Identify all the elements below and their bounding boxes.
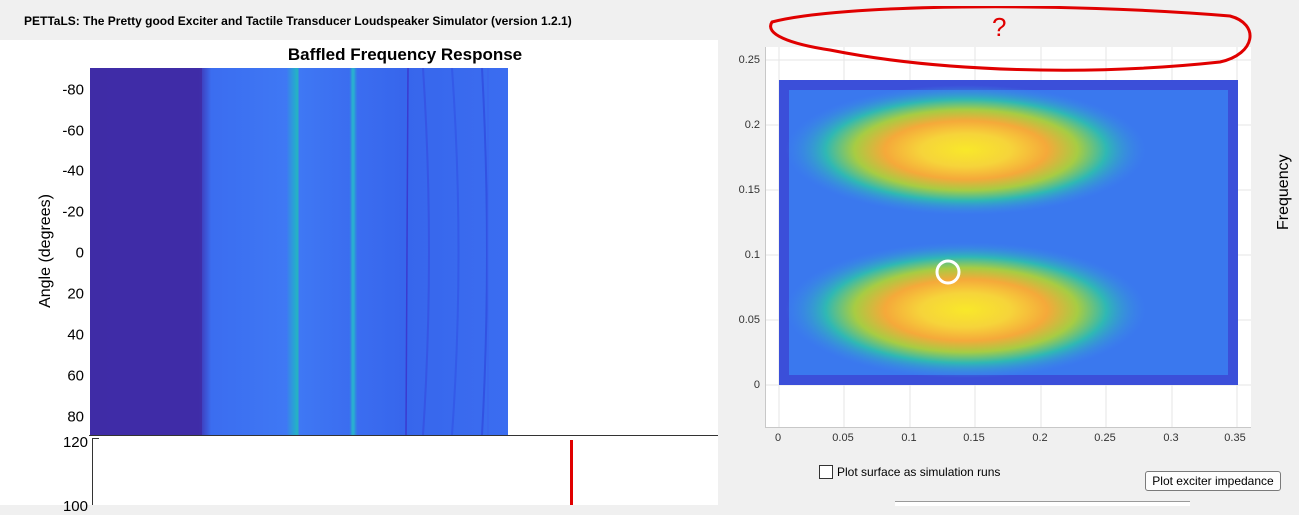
right-x-tick: 0.05 (832, 432, 854, 444)
y-tick: -20 (62, 203, 84, 221)
right-x-tick: 0.25 (1094, 432, 1116, 444)
plot2-tick-mark (92, 438, 99, 439)
right-y-tick: 0.15 (738, 184, 760, 196)
y-tick: 40 (67, 326, 84, 344)
heatmap-svg (90, 68, 508, 435)
bottom-control-edge (895, 501, 1190, 506)
right-x-tick: 0.15 (963, 432, 985, 444)
question-mark: ? (992, 12, 1006, 42)
right-y-tick: 0.2 (744, 119, 760, 131)
plot2-y-tick: 120 (62, 434, 88, 451)
exciter-position-plot[interactable] (765, 47, 1251, 428)
plot-surface-checkbox-label: Plot surface as simulation runs (837, 465, 1001, 479)
surface-svg (766, 47, 1251, 427)
plot-surface-checkbox[interactable] (819, 465, 833, 479)
y-tick: 60 (67, 367, 84, 385)
annotation-scribble: ? (769, 6, 1252, 72)
frequency-plot-title: Baffled Frequency Response (287, 45, 523, 64)
plot-exciter-impedance-button[interactable]: Plot exciter impedance (1145, 471, 1281, 491)
plot2-y-tick: 100 (62, 498, 88, 515)
x-axis-line (89, 435, 718, 436)
right-y-tick: 0.05 (738, 314, 760, 326)
y-tick: -40 (62, 162, 84, 180)
y-tick: 20 (67, 285, 84, 303)
frequency-response-heatmap[interactable] (90, 68, 508, 435)
right-y-tick: 0.1 (744, 249, 760, 261)
y-tick: -80 (62, 81, 84, 99)
y-tick: 80 (67, 408, 84, 426)
right-y-tick: 0 (753, 379, 760, 391)
y-tick: 0 (75, 244, 84, 262)
right-x-tick: 0.35 (1224, 432, 1246, 444)
y-tick: -60 (62, 122, 84, 140)
plot-surface-checkbox-row[interactable]: Plot surface as simulation runs (819, 465, 1000, 479)
frequency-axis-label: Frequency (1275, 154, 1292, 230)
plot2-y-axis (92, 438, 93, 505)
right-x-tick: 0.2 (1032, 432, 1048, 444)
right-x-tick: 0.3 (1163, 432, 1179, 444)
window-title: PETTaLS: The Pretty good Exciter and Tac… (24, 14, 572, 28)
plot2-margin (0, 436, 92, 505)
frequency-marker-line (570, 440, 573, 505)
right-x-tick: 0.1 (901, 432, 917, 444)
right-y-tick: 0.25 (738, 54, 760, 66)
right-x-tick: 0 (774, 432, 782, 444)
